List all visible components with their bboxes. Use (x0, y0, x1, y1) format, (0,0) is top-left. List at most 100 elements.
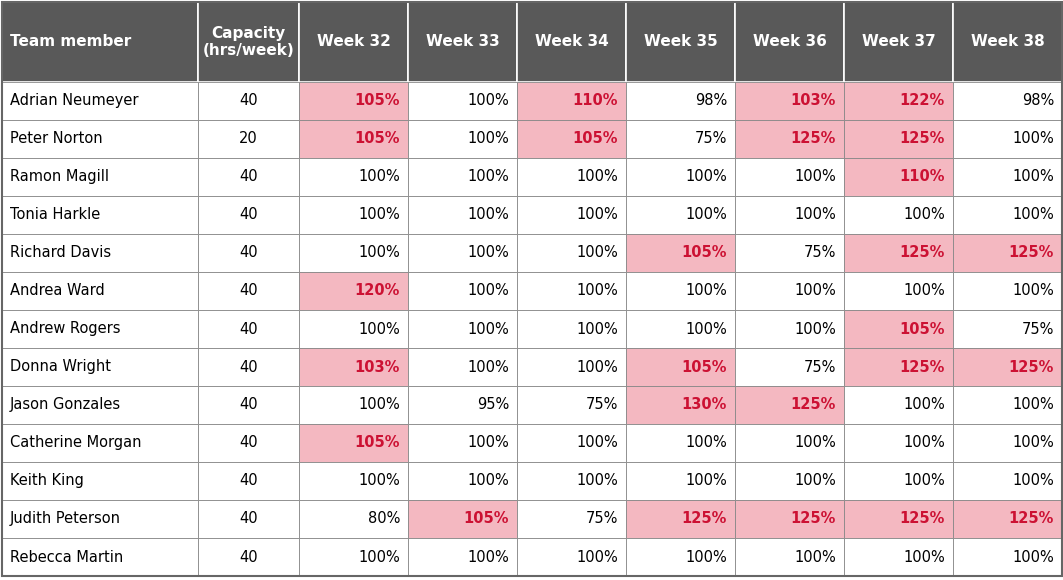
Bar (517, 234, 626, 272)
Text: 103%: 103% (791, 93, 836, 108)
Bar (735, 348, 844, 386)
Text: 100%: 100% (794, 169, 836, 184)
Text: 100%: 100% (1012, 549, 1054, 564)
Bar (299, 348, 408, 386)
Text: 105%: 105% (573, 132, 618, 147)
Bar (2, 462, 198, 500)
Text: 100%: 100% (468, 321, 509, 336)
Text: 125%: 125% (681, 512, 727, 527)
Bar (2, 2, 198, 82)
Bar (954, 196, 1062, 234)
Bar (517, 158, 626, 196)
Bar (844, 158, 954, 196)
Text: Andrew Rogers: Andrew Rogers (10, 321, 120, 336)
Text: 100%: 100% (358, 397, 400, 412)
Bar (2, 310, 198, 348)
Text: 40: 40 (239, 245, 258, 260)
Bar (735, 310, 844, 348)
Bar (735, 500, 844, 538)
Bar (408, 462, 517, 500)
Bar (2, 424, 198, 462)
Bar (626, 272, 735, 310)
Bar (408, 424, 517, 462)
Bar (844, 310, 954, 348)
Text: 40: 40 (239, 436, 258, 451)
Bar (299, 500, 408, 538)
Bar (198, 462, 299, 500)
Bar (198, 272, 299, 310)
Text: 100%: 100% (904, 397, 945, 412)
Bar (517, 500, 626, 538)
Text: 100%: 100% (1012, 436, 1054, 451)
Bar (735, 2, 844, 82)
Text: 40: 40 (239, 321, 258, 336)
Bar (517, 196, 626, 234)
Text: 110%: 110% (573, 93, 618, 108)
Text: 100%: 100% (904, 473, 945, 488)
Text: 100%: 100% (794, 284, 836, 299)
Bar (626, 424, 735, 462)
Text: 125%: 125% (791, 132, 836, 147)
Bar (954, 424, 1062, 462)
Text: 20: 20 (239, 132, 258, 147)
Bar (954, 386, 1062, 424)
Text: 40: 40 (239, 169, 258, 184)
Bar (408, 386, 517, 424)
Bar (954, 120, 1062, 158)
Text: 100%: 100% (1012, 169, 1054, 184)
Text: 100%: 100% (794, 549, 836, 564)
Bar (198, 158, 299, 196)
Bar (408, 500, 517, 538)
Bar (954, 500, 1062, 538)
Text: 100%: 100% (1012, 132, 1054, 147)
Bar (2, 500, 198, 538)
Text: 40: 40 (239, 549, 258, 564)
Bar (2, 158, 198, 196)
Text: 40: 40 (239, 397, 258, 412)
Bar (517, 310, 626, 348)
Bar (954, 82, 1062, 120)
Text: Week 34: Week 34 (535, 34, 608, 49)
Text: 100%: 100% (686, 473, 727, 488)
Bar (408, 348, 517, 386)
Text: 80%: 80% (368, 512, 400, 527)
Bar (408, 82, 517, 120)
Text: 75%: 75% (586, 512, 618, 527)
Text: 100%: 100% (468, 245, 509, 260)
Text: 100%: 100% (904, 208, 945, 223)
Bar (198, 310, 299, 348)
Bar (844, 348, 954, 386)
Bar (198, 538, 299, 576)
Text: Ramon Magill: Ramon Magill (10, 169, 109, 184)
Text: 130%: 130% (681, 397, 727, 412)
Bar (517, 82, 626, 120)
Bar (198, 500, 299, 538)
Bar (299, 234, 408, 272)
Text: 125%: 125% (899, 245, 945, 260)
Bar (626, 386, 735, 424)
Text: 100%: 100% (576, 245, 618, 260)
Bar (198, 82, 299, 120)
Bar (2, 538, 198, 576)
Bar (954, 462, 1062, 500)
Text: 75%: 75% (804, 245, 836, 260)
Bar (954, 538, 1062, 576)
Text: 100%: 100% (358, 473, 400, 488)
Text: 125%: 125% (899, 132, 945, 147)
Text: Rebecca Martin: Rebecca Martin (10, 549, 123, 564)
Bar (517, 386, 626, 424)
Bar (735, 196, 844, 234)
Bar (408, 272, 517, 310)
Text: 100%: 100% (1012, 473, 1054, 488)
Bar (408, 538, 517, 576)
Bar (299, 2, 408, 82)
Text: 100%: 100% (686, 169, 727, 184)
Text: Catherine Morgan: Catherine Morgan (10, 436, 141, 451)
Text: Richard Davis: Richard Davis (10, 245, 112, 260)
Text: 105%: 105% (899, 321, 945, 336)
Text: 110%: 110% (899, 169, 945, 184)
Bar (844, 82, 954, 120)
Text: 100%: 100% (576, 473, 618, 488)
Bar (517, 272, 626, 310)
Bar (844, 500, 954, 538)
